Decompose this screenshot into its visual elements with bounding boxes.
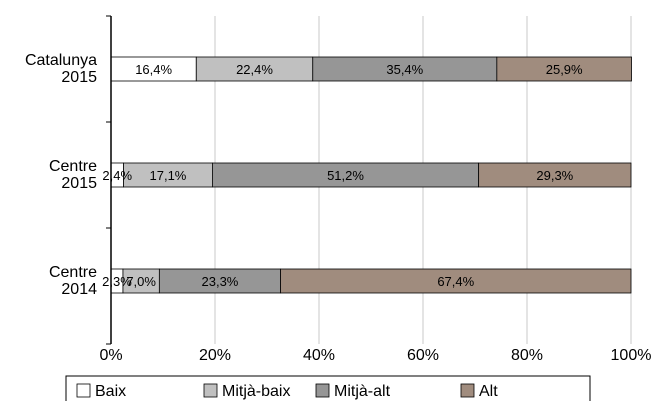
x-tick-label: 100%: [611, 347, 652, 364]
x-tick-label: 80%: [511, 347, 543, 364]
legend-swatch: [203, 383, 218, 398]
data-label: 29,3%: [536, 168, 573, 183]
bar-segment: [496, 56, 632, 82]
category-label: Centre 2014: [49, 264, 97, 298]
data-label: 2,3%: [102, 274, 132, 289]
bar-segment: [478, 162, 632, 188]
data-labels: 16,4% 22,4% 35,4% 25,9% 2,4% 17,1% 51,2% 29,3% 2…: [102, 62, 583, 289]
x-tick-label: 60%: [407, 347, 439, 364]
category-label-line: 2014: [61, 281, 97, 298]
data-label: 25,9%: [546, 62, 583, 77]
x-tick-label: 20%: [199, 347, 231, 364]
data-label: 35,4%: [386, 62, 423, 77]
bar-segment: [211, 162, 480, 188]
x-tick-label: 0%: [99, 347, 122, 364]
axes: [106, 15, 112, 345]
legend-swatch: [460, 383, 475, 398]
bar-segment: [195, 56, 314, 82]
x-tick-label: 40%: [303, 347, 335, 364]
data-label: 17,1%: [150, 168, 187, 183]
category-label-line: Centre: [49, 264, 97, 281]
category-label-line: 2015: [61, 175, 97, 192]
legend-label: Baix: [95, 383, 126, 400]
legend-label: Alt: [479, 383, 498, 400]
data-label: 51,2%: [327, 168, 364, 183]
category-label: Centre 2015: [49, 158, 97, 192]
bar-segment: [110, 56, 197, 82]
data-label: 16,4%: [135, 62, 172, 77]
data-label: 2,4%: [102, 168, 132, 183]
data-label: 7,0%: [126, 274, 156, 289]
legend: Baix Mitjà-baix Mitjà-alt Alt: [65, 375, 591, 401]
bar-segment: [158, 268, 281, 294]
bar-segment: [122, 268, 160, 294]
data-label: 23,3%: [202, 274, 239, 289]
bar-segment: [280, 268, 632, 294]
category-label-line: Centre: [49, 158, 97, 175]
legend-label: Mitjà-alt: [334, 383, 391, 400]
category-label: Catalunya 2015: [25, 52, 97, 86]
legend-swatch: [76, 383, 91, 398]
legend-label: Mitjà-baix: [222, 383, 290, 400]
category-label-line: Catalunya: [25, 52, 97, 69]
bars: [110, 56, 632, 294]
data-label: 67,4%: [437, 274, 474, 289]
data-label: 22,4%: [236, 62, 273, 77]
category-label-line: 2015: [61, 69, 97, 86]
legend-swatch: [315, 383, 330, 398]
x-tick-labels: 0% 20% 40% 60% 80% 100%: [99, 347, 651, 364]
bar-segment: [312, 56, 498, 82]
